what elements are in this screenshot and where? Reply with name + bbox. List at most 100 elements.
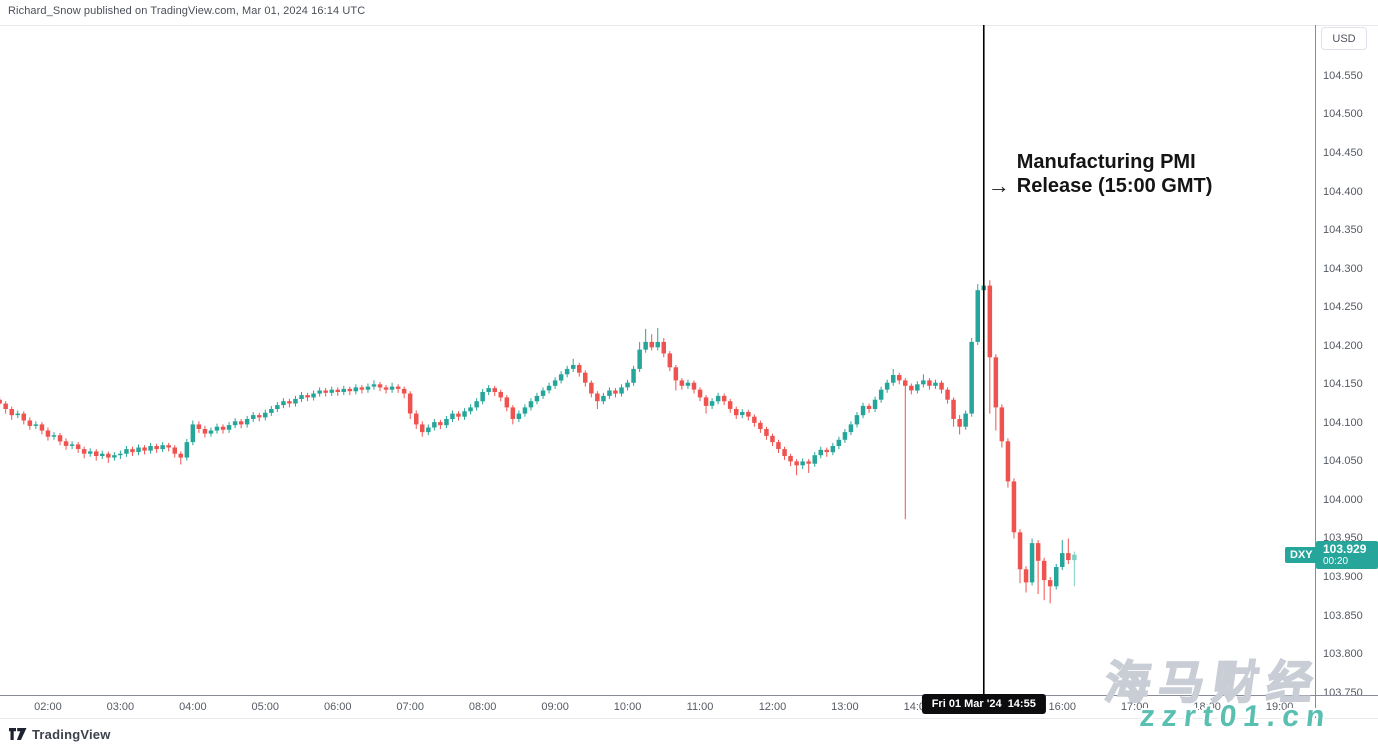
candle-body — [842, 432, 848, 440]
candle-body — [462, 411, 467, 417]
pmi-annotation: → Manufacturing PMI Release (15:00 GMT) — [988, 150, 1213, 198]
last-price-value: 103.929 — [1323, 541, 1367, 556]
candle-body — [758, 422, 763, 429]
price-tick-label: 104.300 — [1323, 262, 1363, 275]
candle-body — [963, 413, 968, 427]
currency-unit-button[interactable]: USD — [1321, 27, 1367, 50]
candle-body — [788, 456, 793, 462]
time-axis[interactable]: Fri 01 Mar '24 14:55 02:00 03:00 04:00 05:0… — [0, 694, 1378, 718]
candle-body — [661, 341, 666, 354]
candle-body — [341, 388, 346, 392]
candle-body — [184, 442, 190, 458]
price-tick-label: 104.400 — [1323, 185, 1363, 198]
time-tick-label: 18:00 — [1193, 701, 1221, 713]
price-axis[interactable]: 104.550 104.500 104.450 104.400 104.350 104.3… — [1315, 25, 1378, 718]
candle-body — [824, 449, 829, 453]
candle-body — [866, 405, 872, 409]
candle-body — [613, 390, 618, 394]
candle-body — [1005, 441, 1011, 482]
candle-body — [1054, 567, 1059, 587]
candle-body — [317, 390, 322, 394]
price-tick-label: 104.350 — [1323, 224, 1363, 237]
tradingview-logo-icon[interactable] — [9, 728, 27, 740]
candle-body — [764, 429, 769, 436]
candle-body — [81, 449, 87, 454]
candle-body — [800, 461, 805, 466]
candle-body — [872, 399, 878, 409]
candle-body — [667, 353, 673, 368]
price-tick-label: 104.000 — [1323, 493, 1363, 506]
candle-body — [389, 386, 395, 390]
candle-body — [571, 365, 576, 369]
candle-body — [251, 415, 256, 419]
candle-body — [637, 349, 642, 369]
candle-body — [1023, 569, 1029, 583]
candle-body — [9, 409, 14, 416]
time-tick-label: 06:00 — [323, 701, 352, 713]
candle-body — [395, 386, 401, 389]
candle-body — [830, 446, 836, 453]
candle-body — [697, 389, 703, 398]
candle-body — [15, 413, 20, 416]
time-tick-label: 12:00 — [758, 701, 787, 713]
candle-body — [703, 397, 709, 406]
candle-body — [721, 395, 727, 402]
candle-body — [685, 382, 691, 386]
time-tick-label: 10:00 — [613, 701, 642, 713]
candle-body — [945, 389, 950, 400]
footer-bar: TradingView — [0, 718, 1378, 748]
candle-body — [583, 372, 588, 383]
candle-body — [691, 382, 697, 390]
candle-body — [915, 384, 920, 391]
candle-body — [903, 380, 908, 386]
candle-body — [196, 424, 202, 429]
candle-body — [643, 341, 648, 350]
candle-body — [740, 412, 745, 416]
candle-body — [51, 435, 57, 437]
candle-body — [480, 392, 485, 402]
candle-body — [172, 447, 177, 454]
candle-body — [432, 422, 437, 428]
candle-body — [118, 453, 123, 456]
candle-body — [897, 375, 902, 381]
candle-body — [709, 401, 715, 406]
candle-body — [226, 425, 232, 430]
candle-body — [746, 412, 751, 417]
price-tick-label: 104.450 — [1323, 146, 1363, 159]
price-tick-label: 104.050 — [1323, 455, 1363, 468]
candle-body — [238, 421, 244, 425]
candle-body — [112, 455, 117, 458]
candle-body — [3, 403, 8, 409]
tradingview-brand-text[interactable]: TradingView — [32, 726, 111, 742]
candle-body — [323, 390, 328, 393]
candle-body — [1047, 580, 1053, 587]
candle-body — [335, 389, 340, 392]
candle-body — [854, 415, 860, 425]
event-time-label: Fri 01 Mar '24 14:55 — [921, 694, 1046, 714]
candle-body — [359, 387, 365, 390]
price-tick-label: 104.500 — [1323, 108, 1363, 121]
candle-body — [969, 341, 974, 414]
candle-body — [818, 449, 823, 456]
candle-body — [1060, 553, 1065, 567]
candle-body — [812, 455, 817, 464]
annotation-arrow-icon: → — [987, 173, 1010, 198]
candle-body — [752, 416, 757, 423]
symbol-badge: DXY — [1285, 546, 1318, 563]
candle-body — [1041, 560, 1047, 581]
candle-body — [1011, 481, 1017, 533]
time-tick-label: 13:00 — [831, 701, 859, 713]
candle-body — [510, 407, 516, 419]
candle-body — [220, 426, 226, 430]
candle-body — [564, 368, 570, 375]
candlestick-chart[interactable] — [0, 0, 1316, 748]
candle-body — [776, 442, 781, 449]
candle-body — [770, 435, 775, 443]
time-tick-label: 08:00 — [468, 701, 497, 713]
time-tick-label: 11:00 — [686, 701, 714, 713]
candle-body — [975, 290, 980, 342]
annotation-line-2: Release (15:00 GMT) — [1016, 175, 1213, 197]
watermark-url: zzrt01.cn — [1138, 700, 1334, 733]
candle-body — [257, 415, 262, 418]
candle-body — [715, 395, 721, 402]
